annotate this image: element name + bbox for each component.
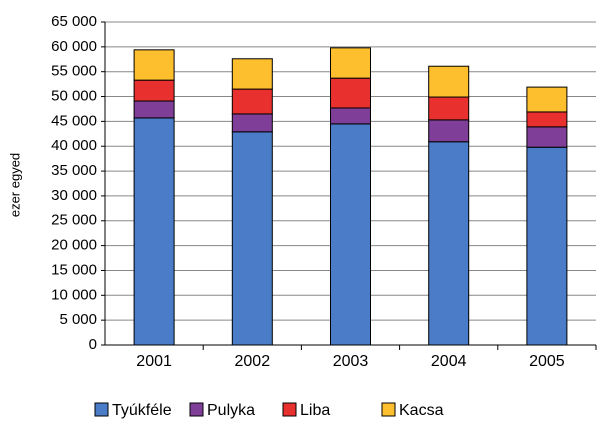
x-tick-label: 2003 [333, 353, 369, 370]
legend-swatch [282, 402, 297, 417]
bar-segment [526, 86, 568, 113]
bar-segment [330, 77, 371, 109]
bar-segment [428, 141, 470, 346]
y-tick-label: 55 000 [51, 63, 97, 80]
x-tick-label: 2001 [136, 353, 172, 370]
y-tick-label: 10 000 [51, 286, 97, 303]
y-tick-label: 25 000 [51, 212, 97, 229]
y-tick-label: 20 000 [51, 237, 97, 254]
x-tick-label: 2002 [235, 353, 271, 370]
y-tick-label: 50 000 [51, 88, 97, 105]
bar-segment [526, 126, 568, 148]
bar-segment [526, 146, 568, 346]
y-tick-label: 5 000 [59, 311, 97, 328]
y-tick-label: 35 000 [51, 162, 97, 179]
legend-label: Liba [300, 402, 330, 419]
y-tick-label: 45 000 [51, 112, 97, 129]
bar-segment [231, 113, 273, 133]
bar-segment [526, 111, 568, 128]
bar-segment [231, 88, 273, 115]
legend-label: Kacsa [399, 402, 444, 419]
y-tick-label: 65 000 [51, 13, 97, 30]
legend-label: Tyúkféle [112, 402, 172, 419]
y-tick-label: 15 000 [51, 261, 97, 278]
bar-segment [231, 58, 273, 90]
bar-segment [133, 100, 175, 119]
bar-segment [231, 131, 273, 346]
legend-swatch [381, 402, 396, 417]
bar-segment [330, 47, 371, 79]
bar-segment [133, 49, 175, 81]
x-tick-label: 2004 [431, 353, 467, 370]
y-tick-label: 60 000 [51, 38, 97, 55]
y-tick-label: 30 000 [51, 187, 97, 204]
bar-segment [133, 117, 175, 346]
bar-segment [428, 119, 470, 143]
y-axis-label: ezer egyed [7, 153, 22, 217]
bar-segment [428, 65, 470, 98]
bar-segment [330, 107, 371, 125]
y-tick-label: 40 000 [51, 137, 97, 154]
y-tick-label: 0 [89, 336, 97, 353]
bar-segment [330, 123, 371, 346]
legend-swatch [94, 402, 109, 417]
legend-label: Pulyka [207, 402, 255, 419]
legend-swatch [189, 402, 204, 417]
x-tick-label: 2005 [529, 353, 565, 370]
bar-segment [133, 79, 175, 102]
bar-segment [428, 96, 470, 121]
